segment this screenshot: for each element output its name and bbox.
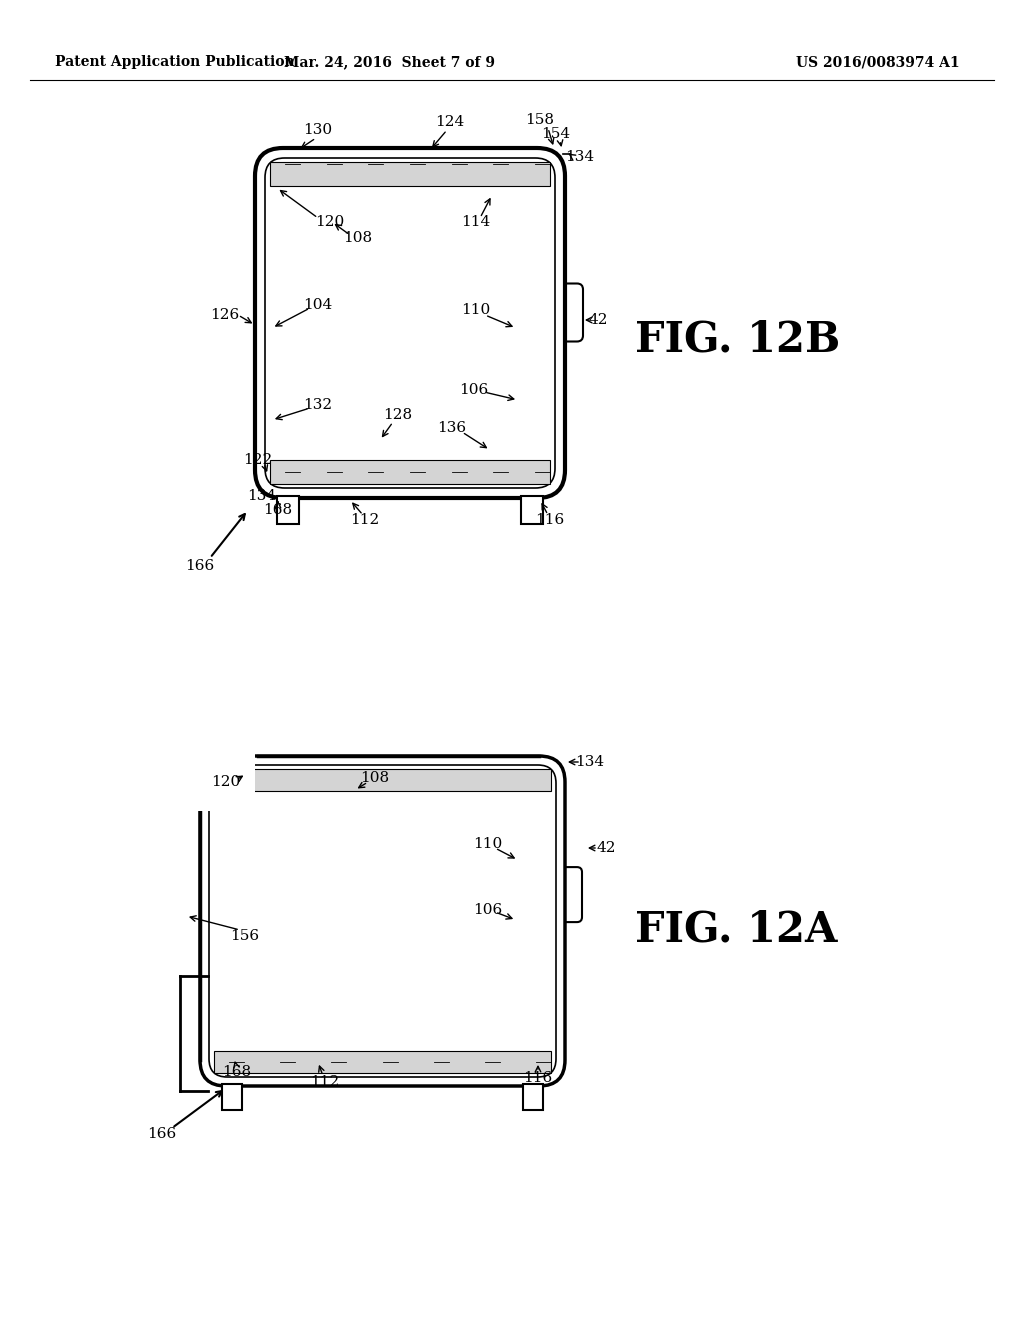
Text: 128: 128	[383, 408, 413, 422]
Bar	[195, 751, 255, 810]
Text: 110: 110	[462, 304, 490, 317]
Bar	[278, 496, 299, 524]
FancyBboxPatch shape	[200, 756, 565, 1086]
Text: 166: 166	[147, 1127, 176, 1140]
FancyBboxPatch shape	[255, 148, 565, 498]
Text: 116: 116	[523, 1071, 553, 1085]
Text: 168: 168	[263, 503, 293, 517]
Text: 116: 116	[536, 513, 564, 527]
Bar	[214, 770, 551, 791]
Text: 134: 134	[248, 488, 276, 503]
FancyBboxPatch shape	[209, 766, 556, 1077]
Text: 112: 112	[310, 1074, 340, 1089]
Text: FIG. 12B: FIG. 12B	[635, 319, 841, 360]
Text: 134: 134	[575, 755, 604, 770]
Text: 136: 136	[437, 421, 467, 436]
Text: Mar. 24, 2016  Sheet 7 of 9: Mar. 24, 2016 Sheet 7 of 9	[285, 55, 496, 69]
Text: 108: 108	[360, 771, 389, 785]
Text: 124: 124	[435, 115, 465, 129]
Text: 130: 130	[303, 123, 333, 137]
Text: 166: 166	[185, 558, 215, 573]
Text: 114: 114	[462, 215, 490, 228]
FancyBboxPatch shape	[561, 867, 582, 923]
Bar	[270, 459, 550, 484]
FancyBboxPatch shape	[561, 284, 583, 342]
FancyBboxPatch shape	[265, 158, 555, 488]
Text: 154: 154	[542, 127, 570, 141]
Text: 134: 134	[565, 150, 595, 164]
Text: 106: 106	[460, 383, 488, 397]
Text: 126: 126	[210, 308, 240, 322]
Text: 158: 158	[525, 114, 555, 127]
Text: 168: 168	[222, 1065, 252, 1078]
Text: 108: 108	[343, 231, 373, 246]
Text: 106: 106	[473, 903, 503, 917]
Bar	[521, 496, 543, 524]
Text: US 2016/0083974 A1: US 2016/0083974 A1	[797, 55, 961, 69]
Text: 112: 112	[350, 513, 380, 527]
Text: 120: 120	[315, 215, 345, 228]
Text: 120: 120	[211, 775, 241, 789]
Bar	[523, 1084, 543, 1110]
Text: 132: 132	[303, 399, 333, 412]
Text: 104: 104	[303, 298, 333, 312]
Text: FIG. 12A: FIG. 12A	[635, 909, 838, 950]
Text: 110: 110	[473, 837, 503, 851]
Bar	[222, 1084, 242, 1110]
Text: 122: 122	[244, 453, 272, 467]
Bar	[214, 1051, 551, 1073]
Text: 156: 156	[230, 929, 259, 942]
Bar	[270, 162, 550, 186]
Text: Patent Application Publication: Patent Application Publication	[55, 55, 295, 69]
Text: 42: 42	[588, 313, 608, 327]
Text: 42: 42	[596, 841, 615, 855]
